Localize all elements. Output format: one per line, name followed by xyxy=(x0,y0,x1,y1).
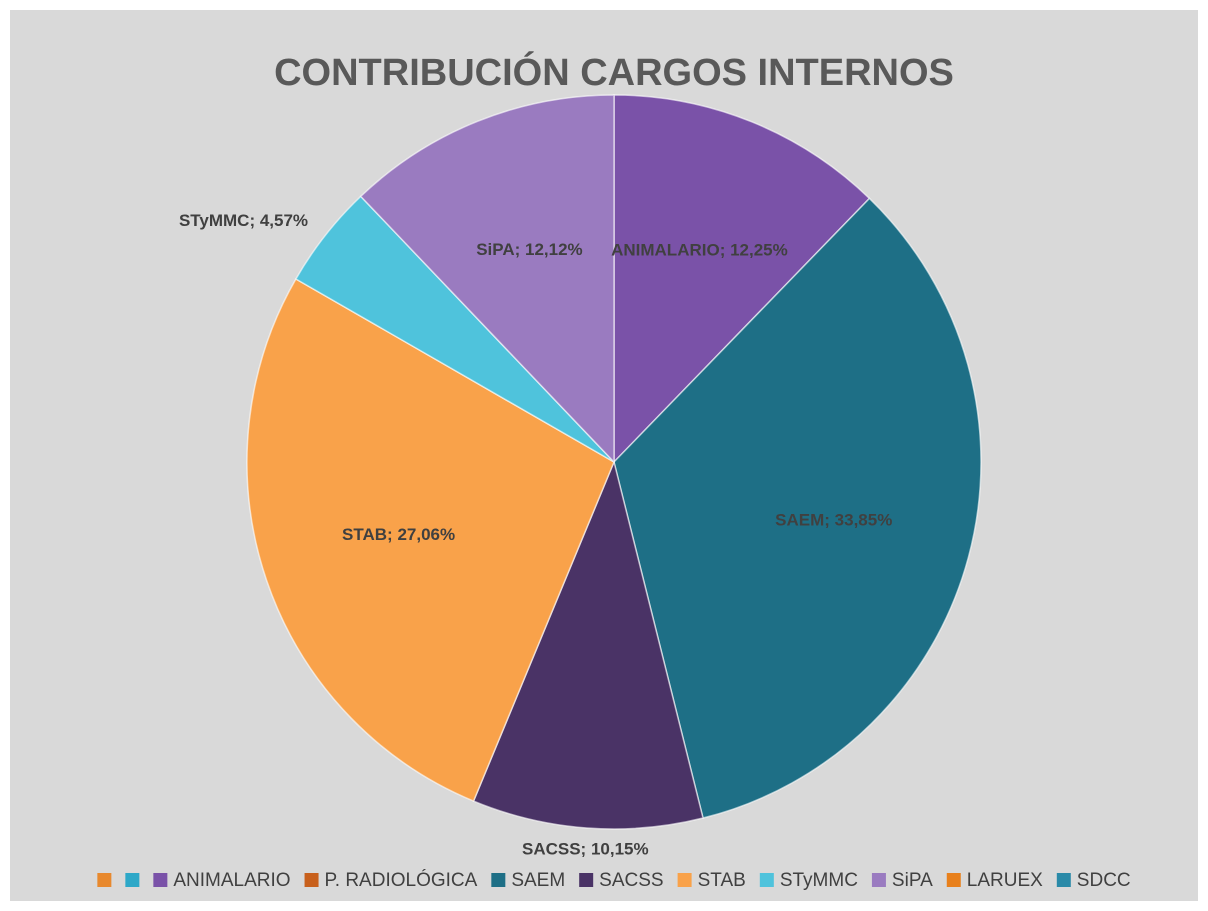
pie-slice xyxy=(359,94,615,464)
legend-swatch xyxy=(579,873,594,887)
legend-swatch xyxy=(153,873,168,887)
legend-label: SAEM xyxy=(511,870,565,891)
legend-swatch xyxy=(97,873,112,887)
legend-swatch xyxy=(871,873,886,887)
pie-slice xyxy=(613,197,982,819)
data-label: STAB; 27,06% xyxy=(342,525,455,544)
legend-label: STyMMC xyxy=(780,870,858,891)
legend-swatch xyxy=(491,873,506,887)
data-label: ANIMALARIO; 12,25% xyxy=(611,241,788,260)
data-label: SiPA; 12,12% xyxy=(476,240,582,259)
legend-label: P. RADIOLÓGICA xyxy=(325,869,478,891)
chart-title: CONTRIBUCIÓN CARGOS INTERNOS xyxy=(274,50,954,94)
legend-label: LARUEX xyxy=(967,870,1043,891)
pie-slice xyxy=(613,94,871,464)
data-label: SACSS; 10,15% xyxy=(522,839,649,858)
legend-label: ANIMALARIO xyxy=(173,870,290,891)
legend-swatch xyxy=(946,873,961,887)
legend-label: SDCC xyxy=(1077,870,1131,891)
data-label: STyMMC; 4,57% xyxy=(179,211,308,230)
legend-label: SACSS xyxy=(599,870,663,891)
legend-swatch xyxy=(304,873,319,887)
data-label: SAEM; 33,85% xyxy=(775,510,892,529)
legend-swatch xyxy=(1056,873,1071,887)
pie-slice xyxy=(472,459,704,830)
legend-label: STAB xyxy=(698,870,746,891)
legend-swatch xyxy=(125,873,140,887)
legend-swatch xyxy=(677,873,692,887)
legend-label: SiPA xyxy=(892,870,933,891)
legend-swatch xyxy=(759,873,774,887)
